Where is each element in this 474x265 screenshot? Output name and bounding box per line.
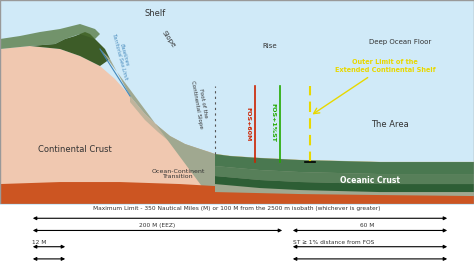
Polygon shape [223, 158, 474, 170]
Polygon shape [100, 49, 474, 204]
Text: FOS+1%ST: FOS+1%ST [271, 103, 275, 142]
Text: FOS+60M: FOS+60M [246, 107, 250, 141]
Text: ST ≥ 1% distance from FOS: ST ≥ 1% distance from FOS [293, 240, 374, 245]
Polygon shape [0, 0, 100, 49]
Polygon shape [130, 96, 215, 159]
Text: 12 M: 12 M [32, 240, 46, 245]
Text: 200 M (EEZ): 200 M (EEZ) [139, 223, 176, 228]
Text: Deep Ocean Floor: Deep Ocean Floor [369, 39, 431, 45]
Polygon shape [215, 154, 474, 174]
Text: Ocean-Continent
Transition: Ocean-Continent Transition [151, 169, 205, 179]
Text: Rise: Rise [263, 43, 277, 49]
Polygon shape [0, 46, 215, 204]
Polygon shape [0, 182, 215, 204]
Polygon shape [219, 156, 474, 168]
Polygon shape [215, 154, 474, 166]
Text: 60 M: 60 M [360, 223, 374, 228]
Text: Baselines
Territorial Sea Limit: Baselines Territorial Sea Limit [110, 32, 133, 80]
Polygon shape [215, 192, 474, 204]
Text: Outer Limit of the
Extended Continental Shelf: Outer Limit of the Extended Continental … [335, 59, 435, 73]
Polygon shape [215, 176, 474, 192]
Polygon shape [215, 166, 474, 184]
Polygon shape [0, 0, 110, 66]
Text: Oceanic Crust: Oceanic Crust [340, 175, 400, 184]
Text: Shelf: Shelf [145, 9, 165, 18]
Polygon shape [0, 0, 474, 80]
Text: Continental Crust: Continental Crust [38, 144, 112, 153]
Text: Slope: Slope [160, 29, 176, 48]
Text: Maximum Limit - 350 Nautical Miles (M) or 100 M from the 2500 m isobath (whichev: Maximum Limit - 350 Nautical Miles (M) o… [93, 206, 381, 211]
Text: Foot of the
Continental Slope: Foot of the Continental Slope [191, 79, 210, 129]
Text: The Area: The Area [371, 120, 409, 129]
